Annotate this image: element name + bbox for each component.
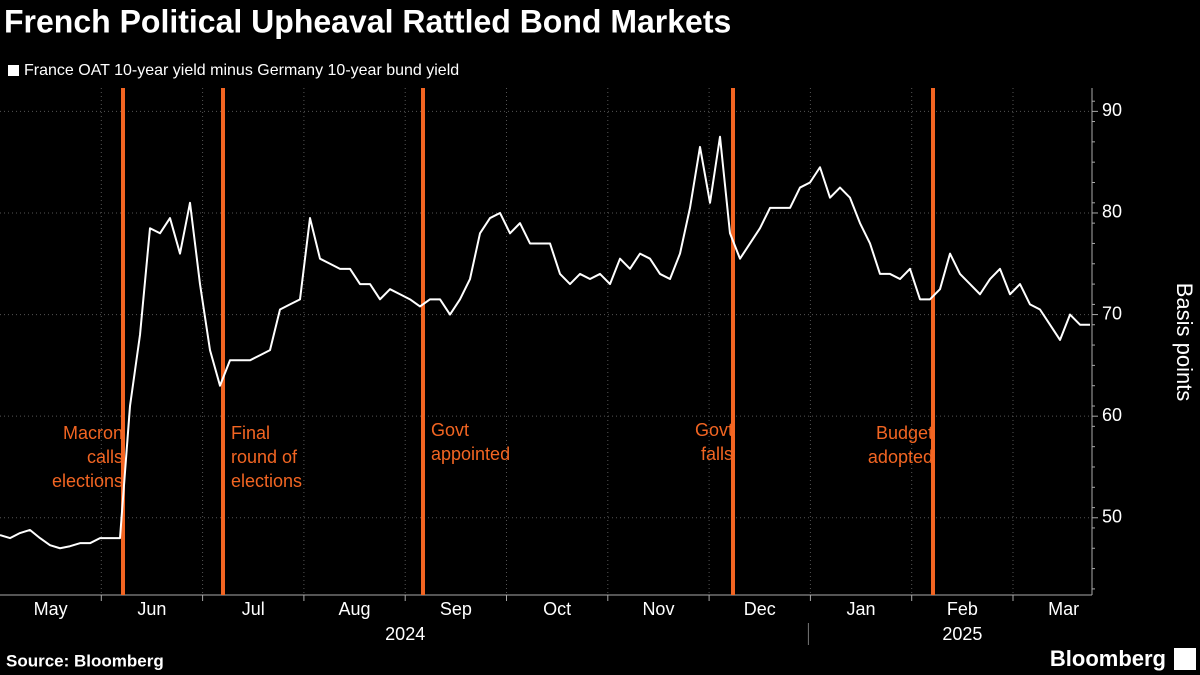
x-tick-label: Dec [744, 599, 776, 619]
source: Source: Bloomberg [6, 651, 164, 670]
event-label: calls [87, 447, 123, 467]
x-tick-label: Jan [847, 599, 876, 619]
x-tick-label: Aug [339, 599, 371, 619]
event-label: Govt [431, 420, 469, 440]
x-tick-label: May [34, 599, 68, 619]
y-tick-label: 60 [1102, 405, 1122, 425]
year-label: 2024 [385, 624, 425, 644]
x-tick-label: Jun [137, 599, 166, 619]
event-label: round of [231, 447, 298, 467]
x-tick-label: Oct [543, 599, 571, 619]
y-tick-label: 70 [1102, 303, 1122, 323]
event-label: Budget [876, 423, 933, 443]
event-label: appointed [431, 444, 510, 464]
x-tick-label: Mar [1048, 599, 1079, 619]
event-label: adopted [868, 447, 933, 467]
y-tick-label: 90 [1102, 100, 1122, 120]
legend-swatch [8, 65, 19, 76]
y-axis-label: Basis points [1172, 283, 1197, 402]
event-label: elections [231, 471, 302, 491]
event-label: Govt [695, 420, 733, 440]
y-tick-label: 80 [1102, 202, 1122, 222]
series-line [0, 135, 1090, 550]
legend-label: France OAT 10-year yield minus Germany 1… [24, 62, 459, 79]
x-tick-label: Feb [947, 599, 978, 619]
x-tick-label: Sep [440, 599, 472, 619]
brand: Bloomberg [1050, 646, 1166, 671]
year-label: 2025 [942, 624, 982, 644]
x-tick-label: Jul [242, 599, 265, 619]
chart-title: French Political Upheaval Rattled Bond M… [4, 3, 731, 39]
event-label: falls [701, 444, 733, 464]
y-tick-label: 50 [1102, 507, 1122, 527]
event-label: elections [52, 471, 123, 491]
x-tick-label: Nov [642, 599, 674, 619]
event-label: Final [231, 423, 270, 443]
brand-logo [1174, 648, 1196, 670]
event-label: Macron [63, 423, 123, 443]
